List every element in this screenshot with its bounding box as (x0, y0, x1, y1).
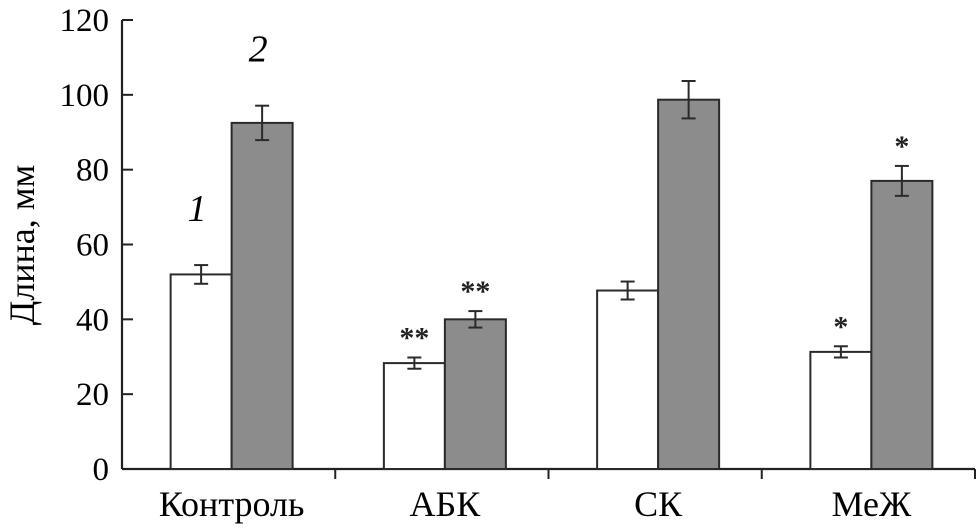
bar (596, 289, 660, 470)
bar (870, 179, 934, 470)
series-label: 2 (249, 29, 268, 71)
bar (382, 362, 446, 471)
y-tick-label: 120 (60, 3, 110, 39)
y-axis-label: Длина, мм (2, 165, 42, 326)
x-tick-label: Контроль (159, 484, 305, 524)
y-tick-label: 100 (60, 78, 110, 114)
bars (169, 79, 934, 471)
bar (809, 350, 873, 470)
x-tick-label: МеЖ (831, 484, 912, 524)
significance-mark: * (894, 130, 909, 163)
bar (230, 121, 294, 470)
bar (443, 318, 507, 471)
y-tick-label: 20 (76, 377, 109, 413)
y-tick-label: 60 (76, 228, 109, 264)
y-tick-label: 80 (76, 153, 109, 189)
y-tick-label: 0 (93, 452, 110, 488)
bar (169, 273, 233, 470)
y-tick-label: 40 (76, 302, 109, 338)
series-label: 1 (188, 188, 207, 230)
significance-mark: ** (460, 275, 490, 308)
x-tick-label: АБК (410, 484, 482, 524)
significance-mark: ** (399, 321, 429, 354)
bar (657, 98, 721, 470)
significance-mark: * (833, 310, 848, 343)
x-tick-label: СК (634, 484, 683, 524)
